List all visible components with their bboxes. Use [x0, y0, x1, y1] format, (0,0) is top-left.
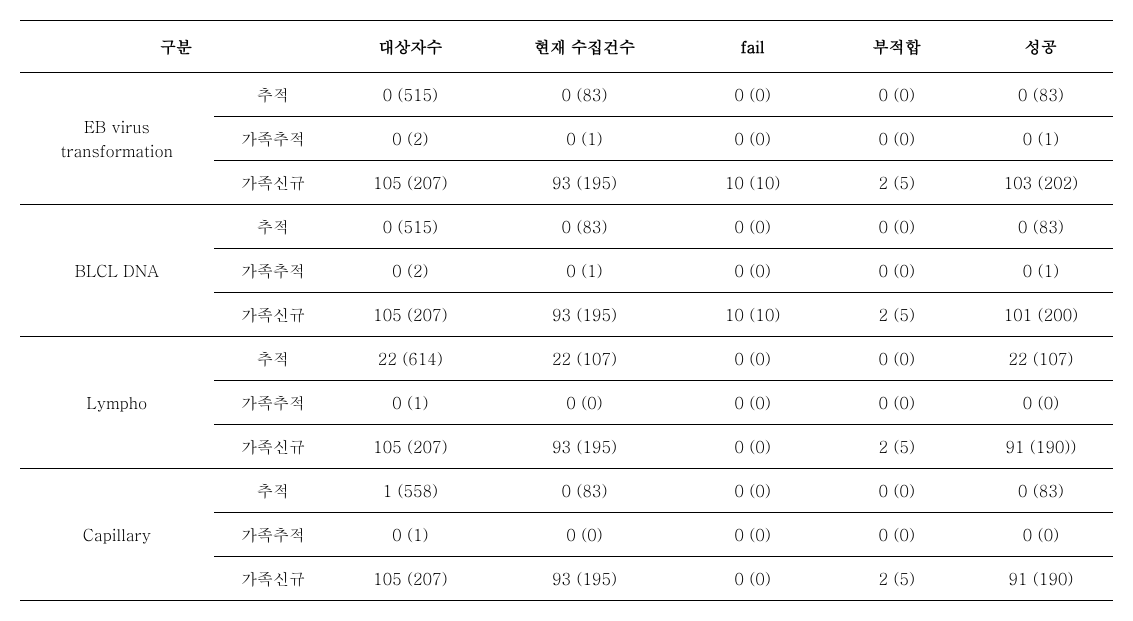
data-cell: 0 (0) — [681, 425, 825, 469]
group-label-line: EB virus — [26, 115, 208, 139]
data-cell: 0 (83) — [969, 469, 1113, 513]
data-cell: 0 (0) — [969, 381, 1113, 425]
header-gubun: 구분 — [20, 21, 332, 73]
data-cell: 0 (83) — [488, 469, 680, 513]
data-cell: 0 (0) — [681, 469, 825, 513]
table-row: Capillary추적1 (558)0 (83)0 (0)0 (0)0 (83) — [20, 469, 1113, 513]
data-cell: 0 (0) — [825, 381, 969, 425]
data-cell: 0 (0) — [825, 73, 969, 117]
header-hyunjae: 현재 수집건수 — [488, 21, 680, 73]
data-cell: 2 (5) — [825, 425, 969, 469]
group-label: EB virustransformation — [20, 73, 214, 205]
data-cell: 93 (195) — [488, 557, 680, 601]
data-cell: 91 (190)) — [969, 425, 1113, 469]
data-cell: 0 (83) — [488, 73, 680, 117]
data-cell: 101 (200) — [969, 293, 1113, 337]
sub-label: 추적 — [214, 73, 333, 117]
group-label: Capillary — [20, 469, 214, 601]
data-cell: 0 (0) — [681, 117, 825, 161]
data-cell: 2 (5) — [825, 293, 969, 337]
data-cell: 0 (0) — [681, 249, 825, 293]
data-cell: 0 (0) — [681, 513, 825, 557]
data-cell: 0 (0) — [681, 557, 825, 601]
data-cell: 0 (2) — [332, 249, 488, 293]
data-cell: 0 (1) — [488, 117, 680, 161]
sub-label: 가족추적 — [214, 513, 333, 557]
data-cell: 105 (207) — [332, 557, 488, 601]
data-cell: 0 (0) — [825, 249, 969, 293]
sub-label: 가족신규 — [214, 293, 333, 337]
group-label: Lympho — [20, 337, 214, 469]
data-cell: 0 (1) — [969, 117, 1113, 161]
sub-label: 가족신규 — [214, 557, 333, 601]
data-cell: 0 (0) — [825, 117, 969, 161]
data-cell: 93 (195) — [488, 293, 680, 337]
table-row: Lympho추적22 (614)22 (107)0 (0)0 (0)22 (10… — [20, 337, 1113, 381]
data-cell: 0 (515) — [332, 73, 488, 117]
data-cell: 22 (614) — [332, 337, 488, 381]
table-row: BLCL DNA추적0 (515)0 (83)0 (0)0 (0)0 (83) — [20, 205, 1113, 249]
data-cell: 10 (10) — [681, 293, 825, 337]
data-cell: 0 (0) — [681, 205, 825, 249]
group-label: BLCL DNA — [20, 205, 214, 337]
data-cell: 0 (83) — [969, 73, 1113, 117]
sub-label: 가족신규 — [214, 425, 333, 469]
data-cell: 0 (0) — [825, 205, 969, 249]
data-cell: 0 (0) — [681, 73, 825, 117]
data-cell: 0 (515) — [332, 205, 488, 249]
data-cell: 0 (1) — [332, 381, 488, 425]
group-label-line: Capillary — [26, 523, 208, 547]
data-cell: 91 (190) — [969, 557, 1113, 601]
data-cell: 0 (2) — [332, 117, 488, 161]
data-cell: 93 (195) — [488, 425, 680, 469]
data-table: 구분 대상자수 현재 수집건수 fail 부적합 성공 EB virustran… — [20, 20, 1113, 601]
sub-label: 가족추적 — [214, 381, 333, 425]
data-cell: 0 (0) — [681, 337, 825, 381]
data-cell: 0 (1) — [488, 249, 680, 293]
data-cell: 0 (1) — [332, 513, 488, 557]
data-cell: 22 (107) — [969, 337, 1113, 381]
data-cell: 0 (0) — [681, 381, 825, 425]
data-cell: 0 (83) — [969, 205, 1113, 249]
data-cell: 22 (107) — [488, 337, 680, 381]
header-bujeokhap: 부적합 — [825, 21, 969, 73]
data-cell: 0 (83) — [488, 205, 680, 249]
group-label-line: transformation — [26, 139, 208, 163]
data-cell: 0 (0) — [488, 513, 680, 557]
data-cell: 0 (0) — [969, 513, 1113, 557]
table-row: EB virustransformation추적0 (515)0 (83)0 (… — [20, 73, 1113, 117]
group-label-line: BLCL DNA — [26, 259, 208, 283]
data-cell: 105 (207) — [332, 161, 488, 205]
header-fail: fail — [681, 21, 825, 73]
data-cell: 105 (207) — [332, 293, 488, 337]
table-header-row: 구분 대상자수 현재 수집건수 fail 부적합 성공 — [20, 21, 1113, 73]
sub-label: 가족신규 — [214, 161, 333, 205]
data-cell: 2 (5) — [825, 161, 969, 205]
data-cell: 10 (10) — [681, 161, 825, 205]
data-cell: 0 (1) — [969, 249, 1113, 293]
table-body: EB virustransformation추적0 (515)0 (83)0 (… — [20, 73, 1113, 601]
sub-label: 가족추적 — [214, 249, 333, 293]
data-cell: 93 (195) — [488, 161, 680, 205]
header-daesang: 대상자수 — [332, 21, 488, 73]
sub-label: 추적 — [214, 205, 333, 249]
data-cell: 2 (5) — [825, 557, 969, 601]
data-cell: 0 (0) — [825, 513, 969, 557]
data-cell: 0 (0) — [488, 381, 680, 425]
data-cell: 1 (558) — [332, 469, 488, 513]
sub-label: 추적 — [214, 469, 333, 513]
header-seonggong: 성공 — [969, 21, 1113, 73]
data-cell: 0 (0) — [825, 337, 969, 381]
sub-label: 추적 — [214, 337, 333, 381]
data-cell: 105 (207) — [332, 425, 488, 469]
sub-label: 가족추적 — [214, 117, 333, 161]
group-label-line: Lympho — [26, 391, 208, 415]
data-cell: 103 (202) — [969, 161, 1113, 205]
data-cell: 0 (0) — [825, 469, 969, 513]
